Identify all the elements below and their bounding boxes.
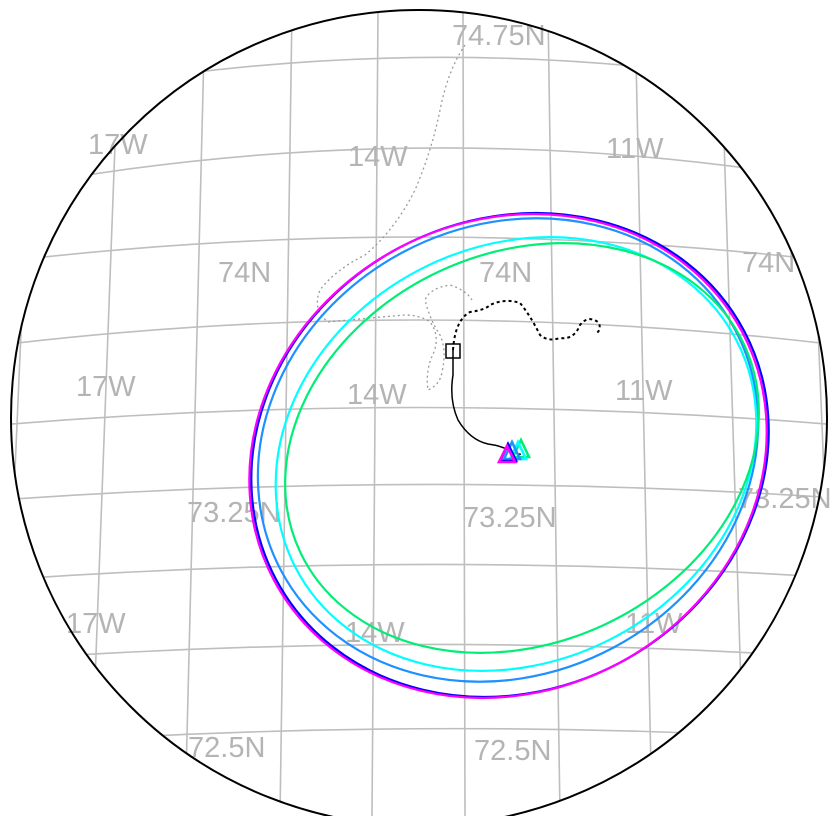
black-dotted-track	[452, 299, 601, 351]
latitude-line	[11, 147, 827, 191]
lon-label-11w: 11W	[606, 133, 664, 165]
lon-label-14w: 14W	[348, 141, 408, 173]
lat-label-72-5n: 72.5N	[188, 732, 265, 764]
lon-label-17w: 17W	[76, 371, 136, 403]
triangle-green	[510, 436, 532, 459]
dotted-grey-track	[316, 44, 473, 391]
latitude-line	[11, 319, 827, 346]
lat-label-74n: 74N	[218, 257, 271, 289]
longitude-line	[11, 10, 36, 816]
lat-label-73-25n: 73.25N	[463, 502, 557, 534]
latitude-line	[11, 406, 827, 426]
graticule-labels: 74.75N 17W 14W 11W 74N 74N 74N 17W 14W 1…	[66, 20, 832, 767]
start-square-marker	[445, 343, 461, 359]
lon-label-17w: 17W	[66, 608, 126, 640]
latitude-line	[11, 56, 827, 106]
ellipse-green	[284, 242, 760, 654]
lat-label-74n: 74N	[479, 257, 532, 289]
latitude-line	[11, 727, 827, 746]
latitude-line	[11, 236, 827, 263]
ellipse-cyan	[274, 236, 758, 672]
lon-label-11w: 11W	[615, 375, 673, 407]
longitude-line	[634, 10, 653, 816]
lat-label-74n: 74N	[742, 247, 795, 279]
latitude-line	[11, 483, 827, 501]
longitude-line	[279, 10, 293, 816]
end-triangles	[496, 436, 532, 464]
longitude-line	[719, 10, 746, 816]
longitude-line	[804, 10, 827, 816]
latitude-line	[11, 563, 827, 581]
ellipse-magenta	[248, 212, 768, 700]
lon-label-14w: 14W	[347, 379, 407, 411]
map-boundary-circle	[10, 9, 828, 816]
triangle-magenta	[496, 443, 518, 464]
ellipse-group	[248, 211, 770, 700]
black-solid-track	[451, 350, 513, 453]
lon-label-17w: 17W	[88, 129, 148, 161]
longitude-line	[547, 10, 561, 816]
longitude-line	[184, 10, 206, 816]
longitude-line	[371, 10, 379, 816]
latitude-line	[11, 643, 827, 661]
lat-label-72-5n: 72.5N	[474, 735, 551, 767]
lat-label-73-25n: 73.25N	[187, 497, 281, 529]
